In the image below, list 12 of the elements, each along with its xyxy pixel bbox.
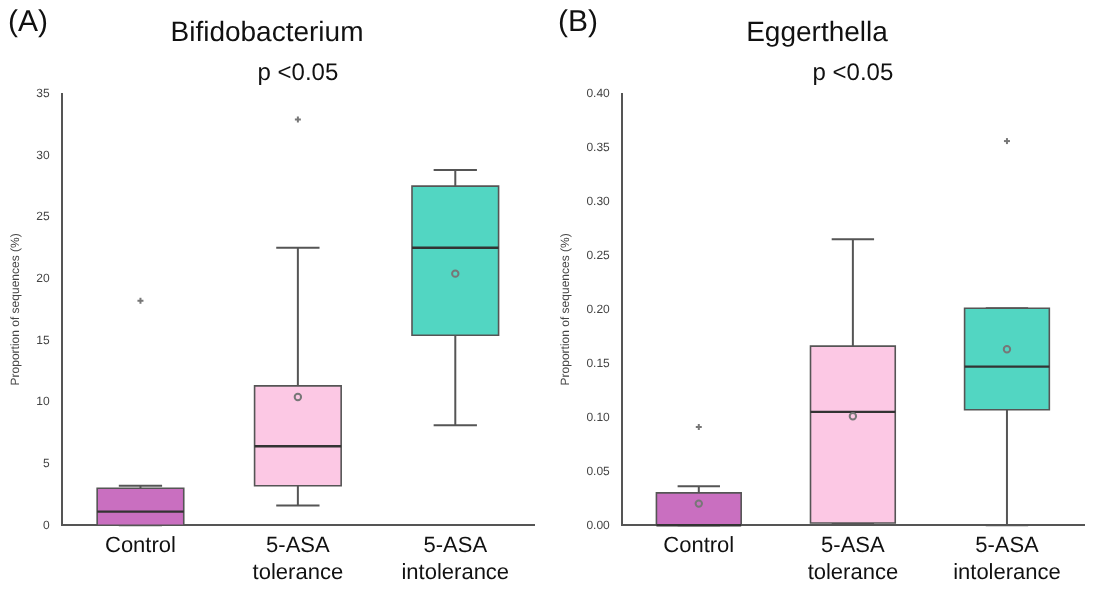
x-tick-label: 5-ASA tolerance xyxy=(252,534,344,585)
x-tick-label: 5-ASA tolerance xyxy=(807,534,899,585)
text: (A) xyxy=(8,5,48,40)
x-tick-label: 5-ASA intolerance xyxy=(401,534,510,585)
text: (B) xyxy=(558,5,598,40)
x-tick-label: 5-ASA intolerance xyxy=(953,534,1061,585)
x-tick-label: Control xyxy=(663,534,735,559)
chart-title: Bifidobacterium xyxy=(170,14,364,47)
text: p <0.05 xyxy=(257,58,339,87)
chart-title: Eggerthella xyxy=(746,14,889,47)
text: p <0.05 xyxy=(812,58,894,87)
x-tick-label: Control xyxy=(104,534,176,559)
